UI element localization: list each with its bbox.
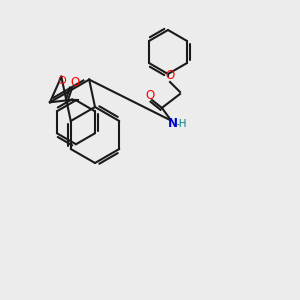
Text: O: O [145,89,154,102]
Text: O: O [57,76,66,86]
Text: N: N [168,117,178,130]
Text: O: O [165,69,174,82]
Text: O: O [70,76,79,89]
Text: -H: -H [175,119,187,129]
